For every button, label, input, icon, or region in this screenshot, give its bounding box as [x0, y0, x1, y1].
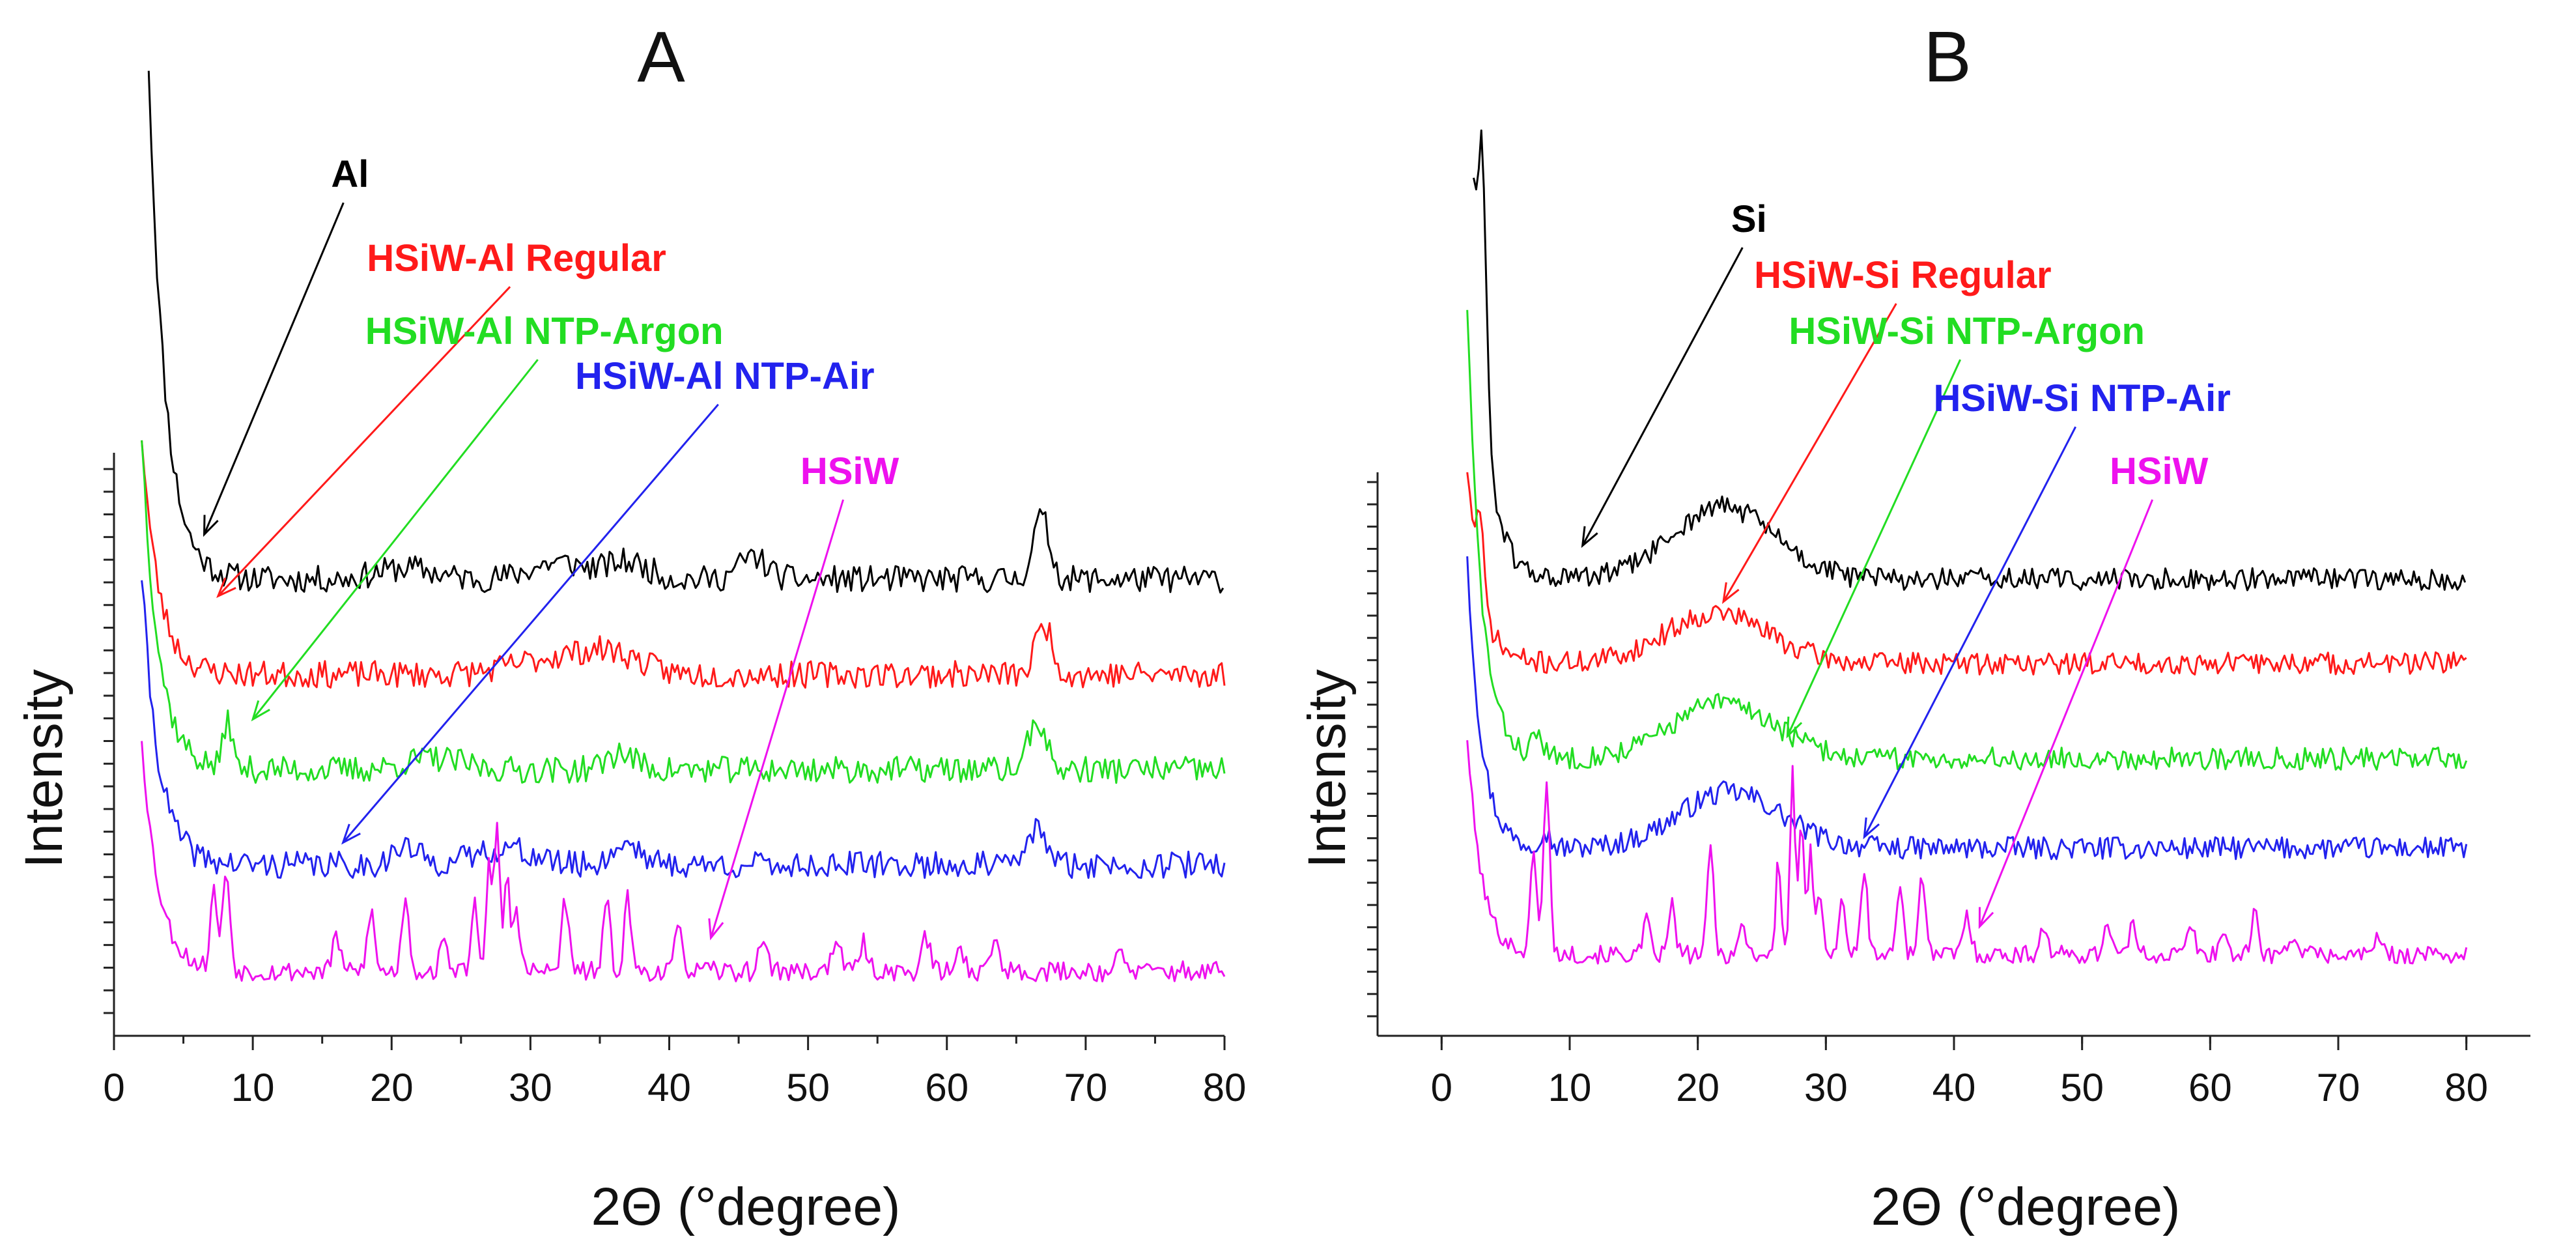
trace-si	[1473, 129, 2467, 592]
panel-a: A Intensity 2Θ (°degree) 0 10 20 30 40 50 60 70…	[14, 17, 1246, 1236]
x-tick-label-70: 70	[2317, 1066, 2360, 1109]
panel-a-title: A	[637, 17, 685, 97]
x-tick-label-60: 60	[2188, 1066, 2232, 1109]
arrowhead-hsiw-si-ntp-argon	[1786, 716, 1803, 739]
x-tick-label-80: 80	[1203, 1066, 1247, 1109]
arrowhead-si	[1581, 526, 1598, 549]
trace-hsiw-si-ntp-air	[1466, 556, 2468, 861]
x-tick-label-40: 40	[1932, 1066, 1976, 1109]
series-label-hsiw-si-ntp-argon: HSiW-Si NTP-Argon	[1789, 310, 2145, 352]
x-tick-label-30: 30	[509, 1066, 552, 1109]
panel-b-traces	[1466, 129, 2468, 965]
arrow-hsiw-al-ntp-argon	[251, 359, 539, 721]
series-label-hsiw-al-ntp-air: HSiW-Al NTP-Air	[575, 355, 875, 397]
series-label-hsiw-al-ntp-argon: HSiW-Al NTP-Argon	[365, 310, 724, 352]
arrow-si	[1581, 247, 1744, 547]
arrowhead-hsiw	[708, 918, 724, 941]
series-label-al: Al	[331, 153, 369, 195]
panel-b-title: B	[1923, 17, 1971, 97]
x-tick-label-20: 20	[370, 1066, 414, 1109]
arrowhead-hsiw-si-ntp-air	[1863, 817, 1880, 840]
arrow-hsiw-al-regular	[217, 286, 511, 597]
arrow-al	[203, 202, 345, 535]
arrowhead-hsiw-si-regular	[1721, 582, 1740, 605]
panel-a-traces	[141, 70, 1226, 982]
x-tick-label-50: 50	[2060, 1066, 2104, 1109]
arrowhead-hsiw-al-ntp-air	[341, 823, 361, 845]
trace-hsiw-si-ntp-argon	[1466, 309, 2468, 771]
x-tick-label-20: 20	[1676, 1066, 1720, 1109]
panel-b-arrows	[1581, 247, 2154, 930]
series-label-hsiw-al-regular: HSiW-Al Regular	[367, 237, 666, 279]
arrow-hsiw-si-ntp-argon	[1786, 359, 1962, 737]
x-tick-label-50: 50	[786, 1066, 830, 1109]
series-label-hsiw-a: HSiW	[800, 450, 899, 492]
x-tick-label-40: 40	[647, 1066, 691, 1109]
panel-b: B Intensity 2Θ (°degree) 0 10 20 30 40 50 60 70…	[1297, 17, 2530, 1236]
x-tick-label-30: 30	[1804, 1066, 1848, 1109]
arrow-hsiw	[710, 499, 844, 939]
trace-hsiw-al-ntp-air	[141, 580, 1226, 879]
x-tick-label-60: 60	[925, 1066, 969, 1109]
series-label-si: Si	[1731, 198, 1767, 240]
series-label-hsiw-si-regular: HSiW-Si Regular	[1754, 254, 2051, 296]
x-tick-label-10: 10	[1548, 1066, 1592, 1109]
trace-al	[147, 70, 1224, 594]
panel-b-x-ticks: 0 10 20 30 40 50 60 70 80	[1431, 1036, 2488, 1109]
arrowhead-hsiw-al-regular	[216, 577, 236, 598]
trace-hsiw-al-ntp-argon	[141, 440, 1226, 784]
x-tick-label-80: 80	[2444, 1066, 2488, 1109]
trace-hsiw-si-regular	[1466, 472, 2467, 676]
panel-b-y-ticks	[1367, 481, 1378, 1018]
panel-b-x-axis-label: 2Θ (°degree)	[1871, 1177, 2181, 1236]
panel-a-x-ticks: 0 10 20 30 40 50 60 70 80	[103, 1036, 1246, 1109]
panel-a-y-axis-label: Intensity	[14, 669, 74, 868]
arrow-hsiw-al-ntp-air	[342, 403, 719, 844]
trace-hsiw	[1466, 740, 2468, 965]
trace-hsiw	[141, 741, 1226, 982]
panel-b-y-axis-label: Intensity	[1297, 669, 1357, 868]
arrowhead-hsiw	[1978, 907, 1994, 930]
series-label-hsiw-b: HSiW	[2110, 450, 2209, 492]
panel-a-y-ticks	[104, 468, 114, 1014]
series-label-hsiw-si-ntp-air: HSiW-Si NTP-Air	[1933, 377, 2230, 420]
arrow-hsiw-si-regular	[1722, 303, 1897, 603]
arrow-hsiw-si-ntp-air	[1863, 426, 2077, 838]
x-tick-label-10: 10	[231, 1066, 275, 1109]
panel-a-x-axis-label: 2Θ (°degree)	[591, 1177, 901, 1236]
panel-a-series-labels: Al HSiW-Al Regular HSiW-Al NTP-Argon HSi…	[331, 153, 899, 492]
panel-b-series-labels: Si HSiW-Si Regular HSiW-Si NTP-Argon HSi…	[1731, 198, 2231, 492]
arrowhead-al	[203, 515, 219, 537]
arrowhead-hsiw-al-ntp-argon	[251, 700, 270, 722]
panel-a-arrows	[203, 202, 844, 941]
x-tick-label-70: 70	[1064, 1066, 1108, 1109]
trace-hsiw-al-regular	[141, 440, 1226, 689]
x-tick-label-0: 0	[103, 1066, 124, 1109]
x-tick-label-0: 0	[1431, 1066, 1452, 1109]
arrow-hsiw	[1978, 499, 2154, 927]
